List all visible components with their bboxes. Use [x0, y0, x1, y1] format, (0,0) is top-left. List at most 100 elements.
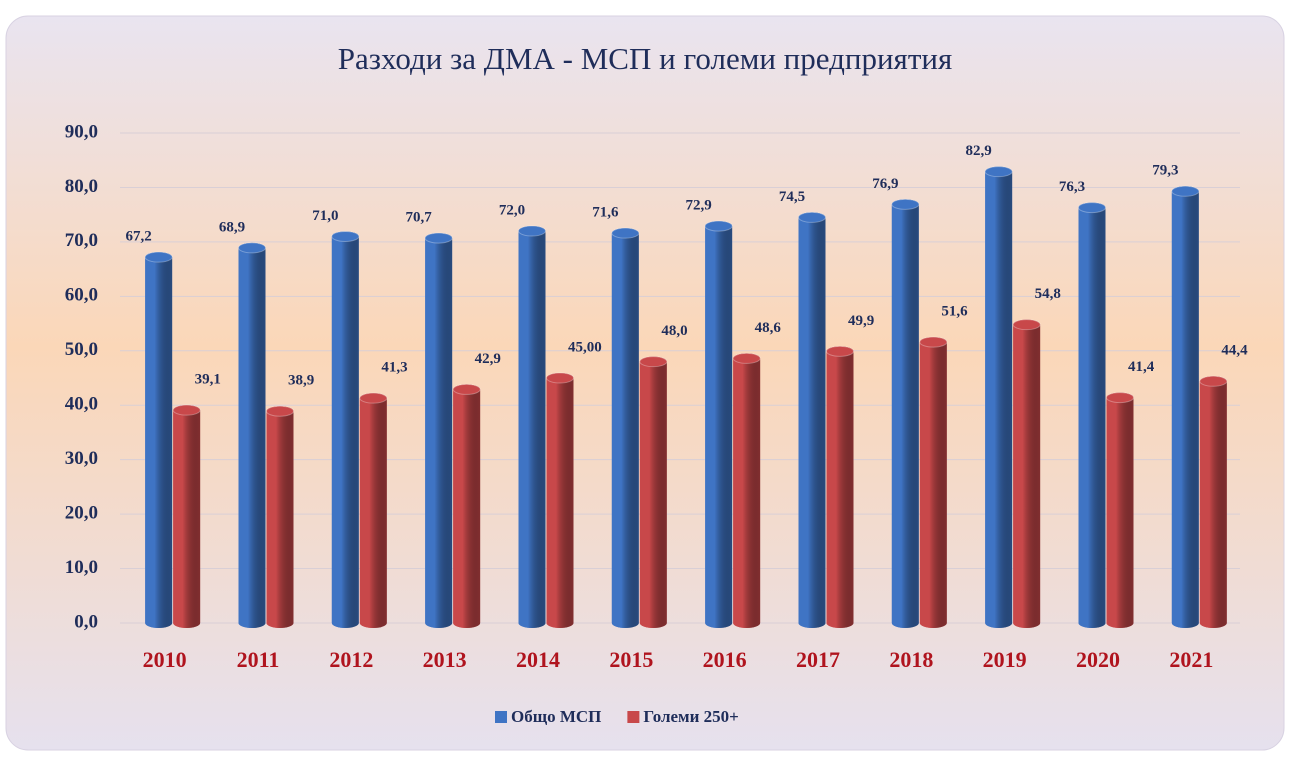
data-label: 67,2 — [126, 229, 152, 245]
bar-top — [704, 220, 733, 232]
bar-top — [826, 345, 854, 357]
data-label: 72,9 — [686, 198, 712, 214]
data-label: 79,3 — [1152, 163, 1178, 179]
bar-top — [266, 405, 294, 417]
bar-shade — [173, 405, 201, 628]
y-tick-label: 10,0 — [65, 557, 98, 578]
bar-shade — [733, 353, 761, 628]
bar-shade — [1171, 186, 1199, 628]
bar-top — [144, 251, 173, 263]
x-tick-label: 2020 — [1076, 647, 1120, 672]
data-label: 41,4 — [1128, 359, 1155, 375]
bar-top — [238, 242, 266, 254]
x-tick-label: 2021 — [1169, 647, 1213, 672]
x-tick-label: 2017 — [796, 647, 840, 672]
bar-shade — [238, 242, 266, 628]
y-tick-label: 20,0 — [65, 502, 98, 523]
data-label: 76,9 — [872, 176, 898, 192]
data-label: 45,00 — [568, 339, 602, 355]
bar-top — [639, 356, 668, 368]
data-label: 68,9 — [219, 219, 245, 235]
bar-top — [452, 383, 481, 395]
bar-shade — [331, 231, 359, 628]
bar-shade — [359, 393, 387, 628]
y-tick-label: 0,0 — [74, 611, 98, 632]
x-tick-label: 2018 — [889, 647, 933, 672]
bar-top — [359, 392, 388, 404]
bar-top — [1078, 202, 1106, 214]
data-label: 72,0 — [499, 202, 525, 218]
chart-title: Разходи за ДМА - МСП и големи предприяти… — [338, 41, 952, 76]
bar-shade — [826, 346, 854, 628]
x-tick-label: 2016 — [703, 647, 747, 672]
legend-label: Общо МСП — [511, 707, 601, 726]
bar-shade — [1013, 319, 1041, 628]
bar-top — [1012, 319, 1041, 331]
x-tick-label: 2019 — [983, 647, 1027, 672]
y-tick-label: 60,0 — [65, 285, 98, 306]
y-tick-label: 90,0 — [65, 121, 98, 142]
bar-shade — [705, 221, 733, 628]
data-label: 82,9 — [966, 143, 992, 159]
data-label: 51,6 — [941, 304, 968, 320]
data-label: 41,3 — [381, 360, 407, 376]
bar-top — [172, 404, 201, 416]
bar-top — [424, 232, 453, 244]
x-tick-label: 2010 — [143, 647, 187, 672]
legend-swatch — [495, 711, 507, 723]
y-tick-label: 70,0 — [65, 230, 98, 251]
bar-shade — [518, 226, 546, 628]
data-label: 38,9 — [288, 373, 314, 389]
bar-shade — [266, 406, 294, 628]
bar-shade — [639, 356, 667, 628]
bar-top — [919, 336, 948, 348]
bar-shade — [453, 384, 481, 628]
bar-top — [611, 227, 640, 239]
data-label: 42,9 — [475, 351, 501, 367]
data-label: 54,8 — [1035, 286, 1061, 302]
bar-shade — [611, 228, 639, 628]
data-label: 49,9 — [848, 313, 874, 329]
bar-shade — [985, 166, 1013, 628]
x-tick-label: 2012 — [329, 647, 373, 672]
bar-shade — [1078, 202, 1106, 629]
bar-top — [1171, 185, 1200, 197]
data-label: 48,0 — [661, 323, 687, 339]
legend-swatch — [627, 711, 640, 723]
bar-top — [1106, 392, 1134, 404]
bar-top — [984, 166, 1013, 178]
data-label: 76,3 — [1059, 179, 1085, 195]
bar-top — [1199, 375, 1228, 387]
bar-top — [546, 372, 574, 384]
data-label: 74,5 — [779, 189, 805, 205]
x-tick-label: 2014 — [516, 647, 560, 672]
bar-top — [798, 211, 826, 223]
bar-top — [732, 352, 761, 364]
data-label: 71,6 — [592, 205, 619, 221]
data-label: 44,4 — [1221, 343, 1248, 359]
bar-shade — [546, 373, 574, 628]
bar-shade — [919, 337, 947, 628]
x-tick-label: 2013 — [423, 647, 467, 672]
bar-top — [891, 198, 920, 210]
bar-top — [518, 225, 546, 237]
x-tick-label: 2015 — [609, 647, 653, 672]
y-tick-label: 80,0 — [65, 176, 98, 197]
bar-top — [331, 230, 360, 242]
legend-label: Големи 250+ — [643, 707, 739, 726]
data-label: 39,1 — [195, 372, 221, 388]
data-label: 70,7 — [406, 210, 433, 226]
x-tick-label: 2011 — [237, 647, 280, 672]
y-tick-label: 50,0 — [65, 339, 98, 360]
bar-shade — [1106, 392, 1134, 628]
bar-shade — [1199, 376, 1227, 628]
data-label: 71,0 — [312, 208, 338, 224]
bar-shade — [425, 233, 453, 629]
bar-shade — [798, 212, 826, 628]
y-tick-label: 30,0 — [65, 448, 98, 469]
data-label: 48,6 — [755, 320, 782, 336]
y-tick-label: 40,0 — [65, 394, 98, 415]
bar-shade — [145, 252, 173, 628]
bar-shade — [891, 199, 919, 629]
